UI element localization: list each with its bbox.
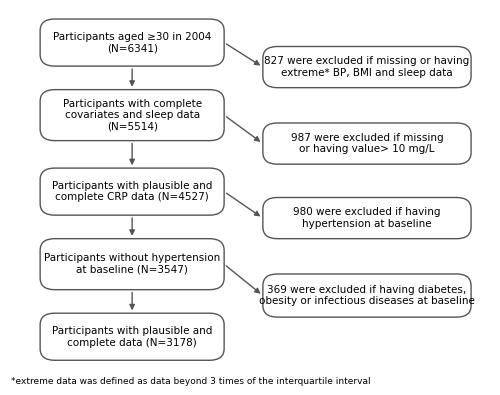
FancyBboxPatch shape <box>40 313 224 360</box>
FancyBboxPatch shape <box>263 47 471 88</box>
Text: 369 were excluded if having diabetes,
obesity or infectious diseases at baseline: 369 were excluded if having diabetes, ob… <box>259 285 475 307</box>
Text: *extreme data was defined as data beyond 3 times of the interquartile interval: *extreme data was defined as data beyond… <box>11 377 370 386</box>
Text: 987 were excluded if missing
or having value> 10 mg/L: 987 were excluded if missing or having v… <box>290 133 444 154</box>
FancyBboxPatch shape <box>263 198 471 239</box>
FancyBboxPatch shape <box>40 239 224 290</box>
FancyBboxPatch shape <box>40 19 224 66</box>
Text: Participants aged ≥30 in 2004
(N=6341): Participants aged ≥30 in 2004 (N=6341) <box>53 32 212 53</box>
FancyBboxPatch shape <box>40 168 224 215</box>
Text: 827 were excluded if missing or having
extreme* BP, BMI and sleep data: 827 were excluded if missing or having e… <box>264 56 470 78</box>
FancyBboxPatch shape <box>263 123 471 164</box>
FancyBboxPatch shape <box>40 90 224 141</box>
Text: 980 were excluded if having
hypertension at baseline: 980 were excluded if having hypertension… <box>293 207 440 229</box>
FancyBboxPatch shape <box>263 274 471 317</box>
Text: Participants with plausible and
complete CRP data (N=4527): Participants with plausible and complete… <box>52 181 212 202</box>
Text: Participants with complete
covariates and sleep data
(N=5514): Participants with complete covariates an… <box>62 98 202 132</box>
Text: Participants with plausible and
complete data (N=3178): Participants with plausible and complete… <box>52 326 212 348</box>
Text: Participants without hypertension
at baseline (N=3547): Participants without hypertension at bas… <box>44 253 220 275</box>
